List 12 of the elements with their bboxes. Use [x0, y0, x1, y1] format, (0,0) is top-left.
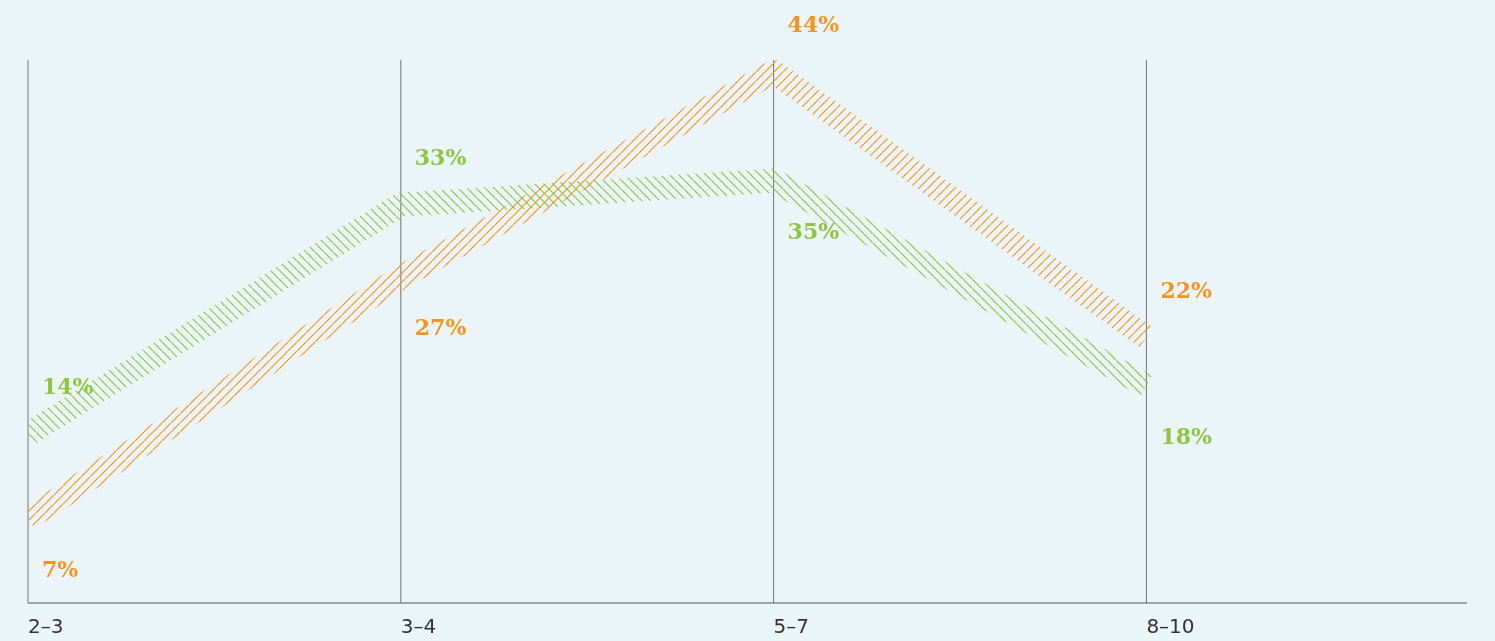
data-label: 14%	[42, 373, 94, 400]
data-label: 35%	[787, 217, 840, 244]
data-label: 7%	[42, 555, 79, 582]
x-tick-label: 5–7	[773, 614, 810, 638]
data-label: 27%	[414, 314, 467, 341]
data-label: 44%	[787, 11, 840, 38]
x-tick-label: 8–10	[1146, 614, 1195, 638]
x-tick-label: 3–4	[400, 614, 437, 638]
data-label: 18%	[1160, 422, 1213, 449]
data-label: 22%	[1160, 276, 1213, 303]
data-label: 33%	[414, 143, 467, 170]
x-tick-label: 2–3	[28, 614, 64, 638]
